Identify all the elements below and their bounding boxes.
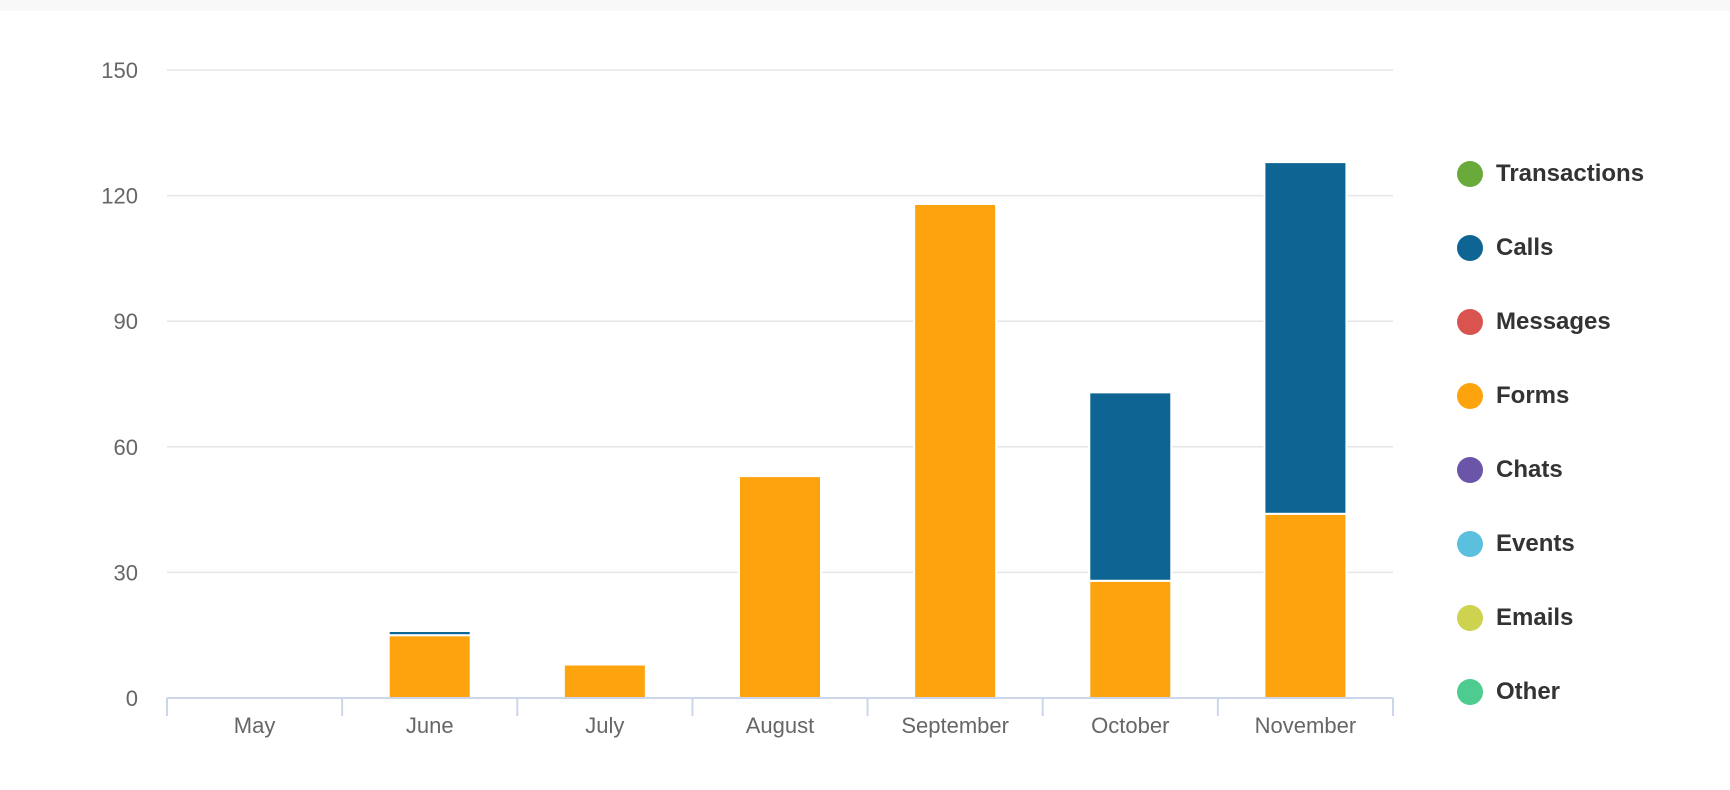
legend-item-events[interactable]: Events xyxy=(1457,507,1717,581)
legend-label: Transactions xyxy=(1496,160,1645,187)
grid-lines xyxy=(167,69,1393,574)
top-bar xyxy=(0,0,1730,11)
bar-forms-november[interactable] xyxy=(1263,512,1348,699)
bar-forms-august[interactable] xyxy=(738,475,822,699)
y-tick-label: 30 xyxy=(114,560,138,585)
bar-calls-november[interactable] xyxy=(1263,161,1348,515)
y-tick-label: 150 xyxy=(101,58,138,83)
bar-forms-july[interactable] xyxy=(562,663,647,699)
x-tick-label: June xyxy=(406,713,454,738)
y-tick-label: 60 xyxy=(114,435,138,460)
legend-item-chats[interactable]: Chats xyxy=(1457,433,1717,507)
bar-calls-october[interactable] xyxy=(1088,391,1173,582)
x-tick-label: September xyxy=(901,713,1009,738)
legend-label: Emails xyxy=(1496,604,1574,631)
legend-item-transactions[interactable]: Transactions xyxy=(1457,137,1717,211)
x-axis xyxy=(166,697,1394,716)
legend-label: Events xyxy=(1496,530,1575,557)
legend-marker-icon xyxy=(1457,383,1483,409)
legend-marker-icon xyxy=(1457,457,1483,483)
x-tick-label: August xyxy=(746,713,815,738)
bar-forms-october[interactable] xyxy=(1088,579,1173,699)
bar-forms-june[interactable] xyxy=(387,634,472,700)
x-tick-label: July xyxy=(585,713,624,738)
x-tick-label: November xyxy=(1255,713,1356,738)
legend-marker-icon xyxy=(1457,309,1483,335)
legend-item-emails[interactable]: Emails xyxy=(1457,581,1717,655)
bar-forms-september[interactable] xyxy=(913,202,998,699)
bar-calls-june[interactable] xyxy=(387,630,472,637)
stacked-bar-chart: 0 30 60 90 120 150 May June July August September O… xyxy=(0,11,1730,790)
legend-item-forms[interactable]: Forms xyxy=(1457,359,1717,433)
legend-label: Messages xyxy=(1496,308,1611,335)
legend-item-other[interactable]: Other xyxy=(1457,655,1717,729)
legend-marker-icon xyxy=(1457,679,1483,705)
legend: Transactions Calls Messages Forms Chats Event… xyxy=(1457,137,1717,729)
legend-marker-icon xyxy=(1457,605,1483,631)
legend-item-messages[interactable]: Messages xyxy=(1457,285,1717,359)
legend-item-calls[interactable]: Calls xyxy=(1457,211,1717,285)
y-tick-label: 0 xyxy=(126,686,138,711)
chart-svg: 0 30 60 90 120 150 May June July August September O… xyxy=(101,58,1394,738)
x-tick-label: May xyxy=(234,713,276,738)
legend-marker-icon xyxy=(1457,531,1483,557)
legend-label: Calls xyxy=(1496,234,1554,261)
bars xyxy=(387,161,1348,700)
y-tick-label: 90 xyxy=(114,309,138,334)
x-tick-label: October xyxy=(1091,713,1169,738)
y-tick-label: 120 xyxy=(101,184,138,209)
legend-marker-icon xyxy=(1457,161,1483,187)
legend-marker-icon xyxy=(1457,235,1483,261)
tick-labels: 0 30 60 90 120 150 May June July August September O… xyxy=(101,58,1356,738)
legend-label: Chats xyxy=(1496,456,1563,483)
legend-label: Other xyxy=(1496,678,1561,705)
legend-label: Forms xyxy=(1496,382,1570,409)
